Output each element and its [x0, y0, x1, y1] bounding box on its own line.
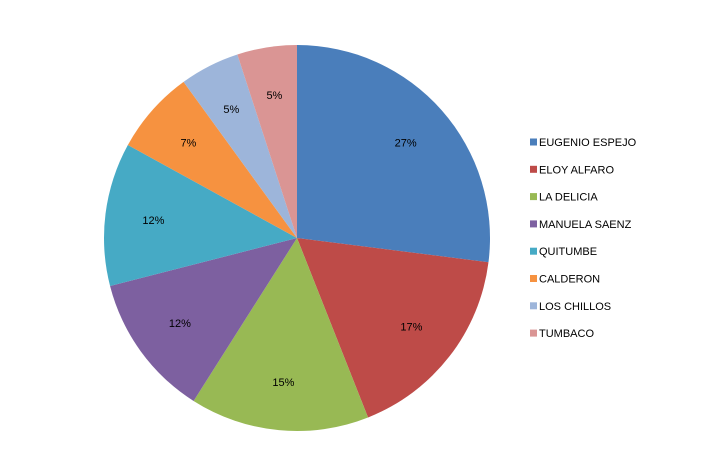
legend-label-manuela-saenz: MANUELA SAENZ [539, 219, 632, 231]
legend-label-los-chillos: LOS CHILLOS [539, 301, 611, 313]
pie-slice-quitumbe [103, 145, 297, 286]
legend-label-eloy-alfaro: ELOY ALFARO [539, 164, 614, 176]
legend-swatch-quitumbe [530, 247, 537, 255]
legend-swatch-manuela-saenz [530, 220, 537, 228]
legend-label-calderon: CALDERON [539, 274, 600, 286]
legend-label-la-delicia: LA DELICIA [539, 192, 598, 204]
data-label-eugenio-espejo: 27% [395, 137, 417, 149]
data-label-calderon: 7% [180, 137, 196, 149]
pie-slice-los-chillos [183, 54, 297, 239]
data-label-manuela-saenz: 12% [169, 318, 191, 330]
pie-slice-manuela-saenz [110, 238, 297, 401]
legend-label-eugenio-espejo: EUGENIO ESPEJO [539, 137, 637, 149]
pie-slice-eugenio-espejo [297, 45, 491, 263]
pie-slice-eloy-alfaro [297, 238, 489, 418]
data-label-eloy-alfaro: 17% [400, 322, 422, 334]
legend-swatch-tumbaco [530, 329, 537, 337]
legend-swatch-eloy-alfaro [530, 165, 537, 173]
pie-slice-labels: 27% 17% 15% 12% 12% 7% 5% 5% [142, 90, 422, 389]
pie-slice-tumbaco [237, 45, 297, 238]
pie-slice-calderon [127, 81, 298, 238]
legend-swatch-calderon [530, 275, 537, 282]
data-label-los-chillos: 5% [223, 104, 239, 116]
pie-slice-la-delicia [193, 238, 369, 432]
legend-swatch-la-delicia [530, 193, 537, 201]
data-label-tumbaco: 5% [266, 90, 282, 102]
pie-slices [103, 45, 491, 432]
legend-swatch-eugenio-espejo [530, 138, 537, 146]
data-label-quitumbe: 12% [142, 215, 164, 227]
data-label-la-delicia: 15% [272, 377, 294, 389]
legend-swatch-los-chillos [530, 302, 537, 310]
legend-label-quitumbe: QUITUMBE [539, 246, 597, 258]
legend: EUGENIO ESPEJO ELOY ALFARO LA DELICIA MANUE… [530, 137, 637, 340]
legend-label-tumbaco: TUMBACO [539, 328, 594, 340]
